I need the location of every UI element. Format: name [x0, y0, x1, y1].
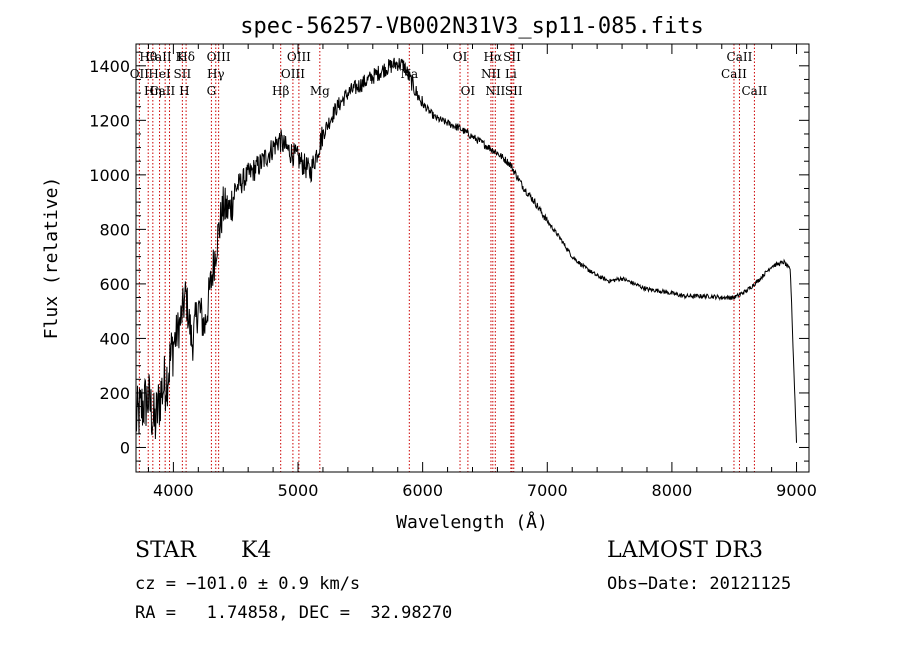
redshift-cz: cz = −101.0 ± 0.9 km/s	[135, 574, 361, 594]
y-tick-label: 200	[99, 384, 130, 403]
spectrum-series	[135, 57, 797, 443]
y-tick-label: 1200	[89, 111, 130, 130]
y-tick-label: 600	[99, 275, 130, 294]
line-label-25: CaII	[727, 50, 753, 64]
line-label-7: Hδ	[177, 50, 195, 64]
line-label-3: CaII H	[149, 84, 189, 98]
object-subclass: K4	[241, 538, 272, 563]
spectral-line-labels: Hθ OII CaII K CaII H HeI Hη SII Hδ OIII Hγ G Hβ OIII…	[130, 50, 768, 98]
y-tick-label: 800	[99, 220, 130, 239]
line-label-18: NII	[481, 67, 501, 81]
ra-dec-coordinates: RA = 1.74858, DEC = 32.98270	[135, 603, 453, 623]
line-label-24: CaII	[721, 67, 747, 81]
line-label-0: Hθ	[139, 50, 157, 64]
x-tick-label: 6000	[402, 481, 443, 500]
plot-frame	[135, 43, 810, 473]
line-label-21: SII	[503, 50, 521, 64]
line-label-17: OI	[461, 84, 476, 98]
x-tick-label: 7000	[527, 481, 568, 500]
y-tick-label: 1400	[89, 57, 130, 76]
object-type: STAR	[135, 538, 196, 563]
chart-title: spec-56257-VB002N31V3_sp11-085.fits	[240, 14, 704, 39]
line-label-11: Hβ	[272, 84, 289, 98]
line-label-8: OIII	[207, 50, 231, 64]
line-label-16: OI	[453, 50, 468, 64]
line-label-10: G	[207, 84, 217, 98]
x-axis-ticks: 4000 5000 6000 7000 8000 9000	[147, 44, 817, 500]
line-label-4: HeI	[148, 67, 171, 81]
x-tick-label: 8000	[652, 481, 693, 500]
line-label-9: Hγ	[207, 67, 225, 81]
x-tick-label: 9000	[776, 481, 817, 500]
line-label-23: SII	[505, 84, 523, 98]
y-tick-label: 0	[120, 438, 130, 457]
line-label-19: Hα	[484, 50, 503, 64]
y-tick-label: 400	[99, 329, 130, 348]
survey-name: LAMOST DR3	[607, 538, 763, 563]
x-tick-label: 4000	[153, 481, 194, 500]
observation-date: Obs−Date: 20121125	[607, 574, 792, 594]
line-label-20: NII	[485, 84, 505, 98]
line-label-22: Li	[505, 67, 517, 81]
y-axis-label: Flux (relative)	[41, 177, 62, 340]
line-label-26: CaII	[741, 84, 767, 98]
y-tick-label: 1000	[89, 166, 130, 185]
x-axis-label: Wavelength (Å)	[396, 511, 548, 533]
line-label-14: Mg	[310, 84, 330, 98]
line-label-2: CaII K	[146, 50, 186, 64]
line-label-6: SII	[174, 67, 192, 81]
x-tick-label: 5000	[278, 481, 319, 500]
spectral-line-markers	[138, 44, 755, 472]
line-label-13: OIII	[287, 50, 311, 64]
y-axis-ticks: 0 200 400 600 800 1000 1200 1400	[89, 51, 809, 462]
line-label-5: Hη	[144, 84, 162, 98]
spectrum-line	[135, 57, 797, 443]
line-label-1: OII	[130, 67, 150, 81]
line-label-12: OIII	[281, 67, 305, 81]
